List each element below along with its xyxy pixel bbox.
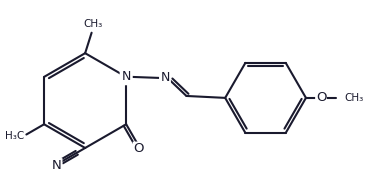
Text: O: O [133,142,144,155]
Text: CH₃: CH₃ [83,19,102,29]
Text: H₃C: H₃C [5,131,24,141]
Text: N: N [52,159,62,172]
Text: N: N [160,71,170,85]
Text: N: N [122,70,131,83]
Text: CH₃: CH₃ [345,93,364,103]
Text: O: O [316,91,326,104]
